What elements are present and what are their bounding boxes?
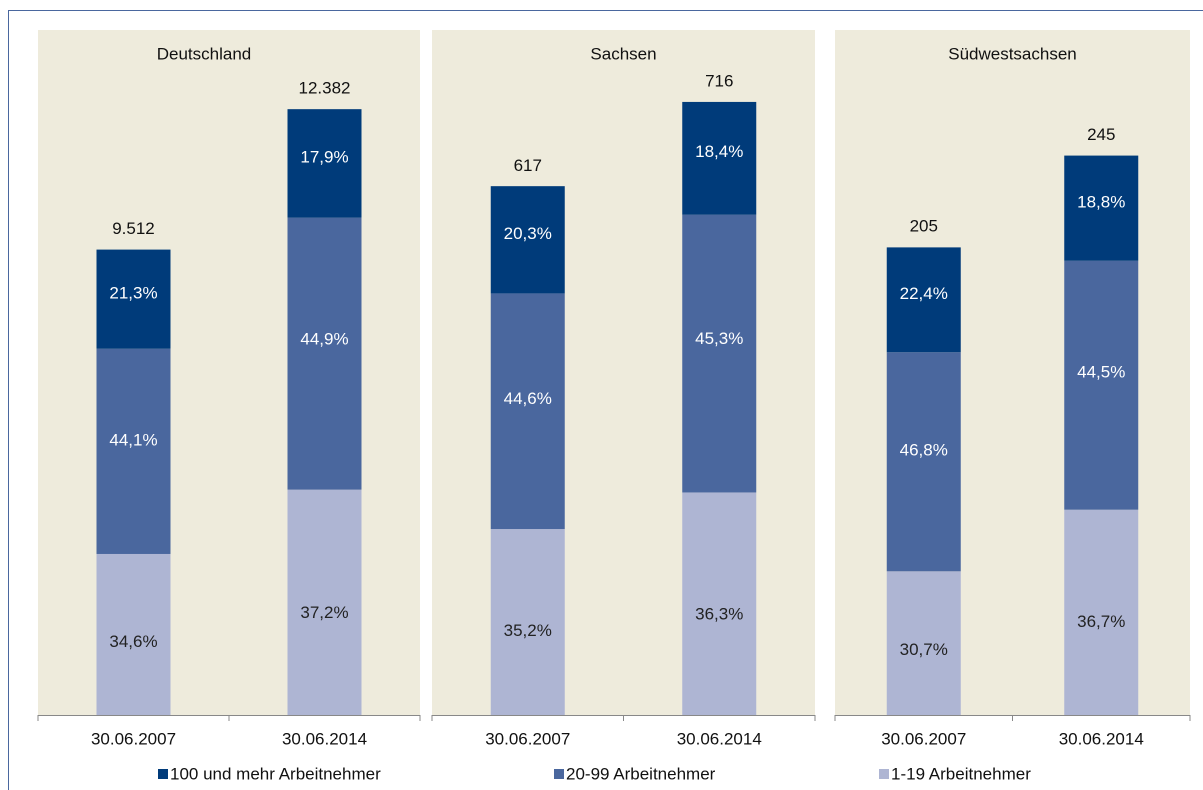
panel-background [432, 30, 815, 715]
legend-swatch [879, 769, 889, 779]
value-label: 30,7% [900, 640, 948, 659]
panel-title: Südwestsachsen [948, 44, 1077, 63]
panel-title: Deutschland [157, 44, 252, 63]
value-label: 17,9% [300, 147, 348, 166]
value-label: 20,3% [504, 224, 552, 243]
bar-segment [287, 217, 362, 490]
x-tick-label: 30.06.2007 [881, 729, 966, 748]
value-label: 44,5% [1077, 362, 1125, 381]
legend-label: 20-99 Arbeitnehmer [566, 764, 716, 783]
value-label: 36,7% [1077, 612, 1125, 631]
value-label: 18,8% [1077, 192, 1125, 211]
bar-segment [886, 352, 961, 572]
total-label: 12.382 [299, 79, 351, 98]
bar-segment [682, 214, 757, 493]
bar-segment [886, 571, 961, 715]
value-label: 46,8% [900, 440, 948, 459]
bar-segment [1064, 509, 1139, 715]
frame [8, 10, 1203, 790]
value-label: 21,3% [109, 284, 157, 303]
value-label: 44,1% [109, 431, 157, 450]
value-label: 34,6% [109, 632, 157, 651]
value-label: 45,3% [695, 329, 743, 348]
legend-swatch [158, 769, 168, 779]
bar-segment [96, 249, 171, 349]
value-label: 36,3% [695, 604, 743, 623]
bar-segment [490, 293, 565, 530]
bar-segment [490, 529, 565, 715]
legend-label: 100 und mehr Arbeitnehmer [170, 764, 381, 783]
value-label: 22,4% [900, 284, 948, 303]
bar-segment [682, 492, 757, 715]
total-label: 9.512 [112, 219, 155, 238]
bar-segment [1064, 155, 1139, 261]
bar-segment [886, 247, 961, 353]
x-tick-label: 30.06.2014 [677, 729, 762, 748]
total-label: 205 [910, 216, 938, 235]
value-label: 18,4% [695, 142, 743, 161]
value-label: 44,9% [300, 330, 348, 349]
bar-segment [682, 101, 757, 215]
value-label: 37,2% [300, 603, 348, 622]
x-tick-label: 30.06.2007 [91, 729, 176, 748]
panel-background [38, 30, 420, 715]
x-tick-label: 30.06.2014 [282, 729, 367, 748]
value-label: 35,2% [504, 621, 552, 640]
total-label: 245 [1087, 125, 1115, 144]
panel-title: Sachsen [590, 44, 656, 63]
x-tick-label: 30.06.2007 [485, 729, 570, 748]
bar-segment [287, 109, 362, 218]
bar-segment [96, 348, 171, 554]
bar-segment [287, 489, 362, 715]
legend-label: 1-19 Arbeitnehmer [891, 764, 1031, 783]
total-label: 716 [705, 71, 733, 90]
bar-segment [490, 186, 565, 294]
value-label: 44,6% [504, 389, 552, 408]
legend-swatch [554, 769, 564, 779]
x-tick-label: 30.06.2014 [1059, 729, 1144, 748]
total-label: 617 [514, 156, 542, 175]
bar-segment [96, 553, 171, 715]
bar-segment [1064, 260, 1139, 510]
